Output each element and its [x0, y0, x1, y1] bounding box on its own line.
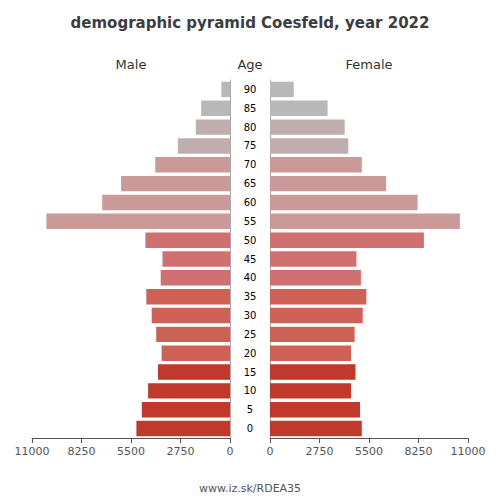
svg-text:70: 70	[244, 159, 257, 170]
svg-text:30: 30	[244, 310, 257, 321]
svg-text:40: 40	[244, 272, 257, 283]
svg-text:11000: 11000	[451, 445, 486, 458]
svg-text:85: 85	[244, 103, 257, 114]
svg-text:2750: 2750	[167, 445, 195, 458]
svg-text:90: 90	[244, 84, 257, 95]
svg-text:www.iz.sk/RDEA35: www.iz.sk/RDEA35	[199, 482, 301, 495]
svg-text:45: 45	[244, 254, 257, 265]
svg-text:55: 55	[244, 216, 257, 227]
svg-text:Female: Female	[345, 57, 392, 72]
svg-text:10: 10	[244, 385, 257, 396]
svg-text:15: 15	[244, 367, 257, 378]
svg-text:20: 20	[244, 348, 257, 359]
svg-text:demographic pyramid Coesfeld,: demographic pyramid Coesfeld, year 2022	[71, 14, 430, 32]
svg-text:0: 0	[267, 445, 274, 458]
svg-text:11000: 11000	[15, 445, 50, 458]
svg-text:35: 35	[244, 291, 257, 302]
svg-text:0: 0	[227, 445, 234, 458]
svg-text:2750: 2750	[306, 445, 334, 458]
svg-text:Age: Age	[237, 57, 262, 72]
svg-text:Male: Male	[116, 57, 147, 72]
svg-text:0: 0	[247, 423, 253, 434]
svg-text:8250: 8250	[68, 445, 96, 458]
svg-text:80: 80	[244, 122, 257, 133]
svg-text:75: 75	[244, 140, 257, 151]
svg-text:60: 60	[244, 197, 257, 208]
svg-text:5500: 5500	[355, 445, 383, 458]
svg-text:50: 50	[244, 235, 257, 246]
svg-text:5: 5	[247, 404, 253, 415]
svg-text:8250: 8250	[405, 445, 433, 458]
svg-text:65: 65	[244, 178, 257, 189]
svg-text:5500: 5500	[117, 445, 145, 458]
svg-text:25: 25	[244, 329, 257, 340]
